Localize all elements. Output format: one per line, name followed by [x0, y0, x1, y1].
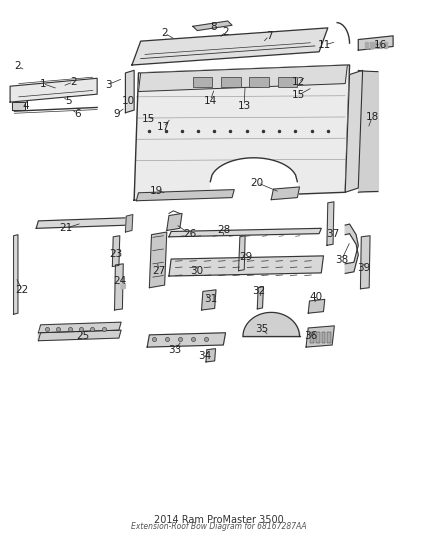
Text: 18: 18 — [366, 112, 379, 122]
Polygon shape — [169, 228, 321, 237]
Polygon shape — [345, 224, 358, 273]
Text: 20: 20 — [251, 177, 264, 188]
Text: 12: 12 — [292, 77, 305, 87]
Text: 33: 33 — [168, 345, 181, 355]
Bar — [384, 42, 387, 48]
Polygon shape — [306, 326, 334, 347]
Polygon shape — [239, 236, 245, 271]
Polygon shape — [345, 70, 363, 192]
Polygon shape — [138, 65, 347, 92]
Text: 36: 36 — [305, 332, 318, 342]
Text: 35: 35 — [255, 324, 268, 334]
Text: 15: 15 — [141, 114, 155, 124]
Text: 32: 32 — [252, 286, 266, 296]
Polygon shape — [125, 215, 133, 232]
Text: 10: 10 — [122, 95, 135, 106]
Polygon shape — [36, 217, 130, 228]
Polygon shape — [10, 78, 97, 102]
Bar — [316, 332, 320, 343]
Polygon shape — [308, 300, 325, 313]
Text: 27: 27 — [152, 266, 166, 276]
Text: 7: 7 — [266, 31, 272, 41]
Polygon shape — [149, 232, 167, 288]
Bar — [322, 332, 325, 343]
Text: 15: 15 — [292, 90, 305, 100]
Text: 34: 34 — [198, 351, 212, 361]
Text: 8: 8 — [211, 22, 217, 32]
Text: 14: 14 — [204, 95, 217, 106]
Text: 16: 16 — [374, 40, 388, 50]
Text: Extension-Roof Bow Diagram for 68167287AA: Extension-Roof Bow Diagram for 68167287A… — [131, 522, 307, 530]
Text: 11: 11 — [318, 40, 331, 50]
Text: 25: 25 — [77, 332, 90, 342]
Text: 39: 39 — [357, 263, 370, 272]
Text: 26: 26 — [183, 229, 196, 239]
Bar — [379, 42, 382, 48]
Bar — [365, 42, 368, 48]
Text: 21: 21 — [59, 223, 72, 233]
Polygon shape — [201, 290, 216, 310]
Text: 1: 1 — [39, 78, 46, 88]
Text: 2: 2 — [161, 28, 168, 38]
Text: 28: 28 — [218, 225, 231, 236]
Text: 30: 30 — [190, 266, 203, 276]
Text: 24: 24 — [113, 276, 127, 286]
Polygon shape — [327, 202, 334, 245]
Polygon shape — [12, 102, 25, 110]
Polygon shape — [167, 214, 182, 230]
Polygon shape — [271, 187, 300, 200]
Text: 2014 Ram ProMaster 3500: 2014 Ram ProMaster 3500 — [154, 515, 284, 525]
Polygon shape — [113, 236, 120, 266]
Polygon shape — [193, 21, 232, 30]
Text: 2: 2 — [222, 27, 229, 37]
Polygon shape — [125, 70, 134, 113]
Text: 29: 29 — [239, 252, 253, 262]
Polygon shape — [39, 322, 121, 341]
Text: 4: 4 — [22, 101, 28, 111]
Text: 3: 3 — [105, 79, 111, 90]
Bar — [221, 77, 241, 87]
Text: 2: 2 — [14, 61, 21, 71]
Bar — [311, 332, 314, 343]
Bar — [278, 77, 297, 87]
Polygon shape — [358, 36, 393, 50]
Polygon shape — [257, 287, 263, 309]
Bar — [327, 332, 331, 343]
Text: 17: 17 — [157, 122, 170, 132]
Polygon shape — [360, 236, 370, 289]
Text: 2: 2 — [70, 77, 77, 87]
Polygon shape — [132, 28, 328, 65]
Polygon shape — [206, 349, 215, 362]
Text: 9: 9 — [113, 109, 120, 119]
Text: 5: 5 — [66, 96, 72, 106]
Text: 13: 13 — [238, 101, 251, 111]
Text: 19: 19 — [150, 185, 163, 196]
Polygon shape — [14, 235, 18, 314]
Text: 31: 31 — [204, 294, 217, 304]
Polygon shape — [169, 256, 323, 276]
Bar — [193, 77, 212, 87]
Polygon shape — [147, 333, 226, 347]
Polygon shape — [121, 284, 125, 289]
Polygon shape — [115, 264, 123, 310]
Bar — [250, 77, 269, 87]
Bar — [370, 42, 373, 48]
Polygon shape — [134, 65, 350, 200]
Text: 40: 40 — [309, 292, 322, 302]
Bar — [374, 42, 378, 48]
Text: 38: 38 — [335, 255, 348, 264]
Text: 6: 6 — [74, 109, 81, 119]
Polygon shape — [136, 190, 234, 201]
Text: 37: 37 — [326, 229, 339, 239]
Text: 23: 23 — [109, 249, 122, 260]
Text: 22: 22 — [16, 285, 29, 295]
